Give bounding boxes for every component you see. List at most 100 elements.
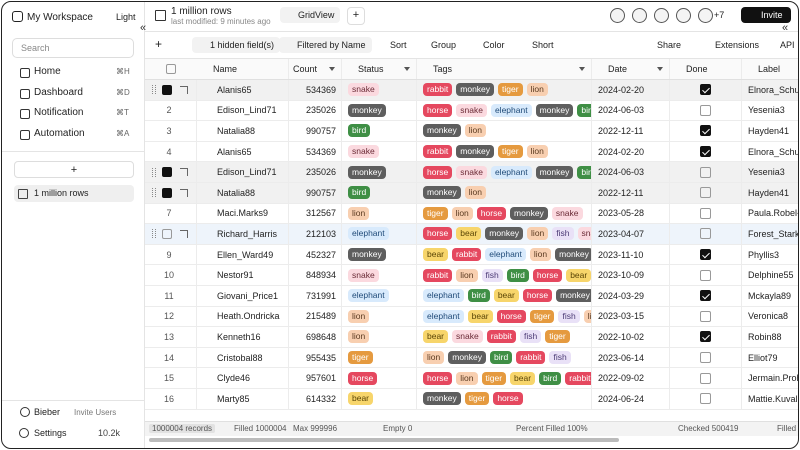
table-row[interactable]: Edison_Lind71 235026 monkey horse snake eleph… <box>145 162 798 183</box>
row-header: 9 <box>145 244 197 265</box>
table-row[interactable]: 2 Edison_Lind71 235026 monkey horse snake elep… <box>145 100 798 122</box>
done-checkbox[interactable] <box>700 187 711 199</box>
invite-users[interactable]: Invite Users <box>74 408 117 417</box>
table-row[interactable]: 15 Clyde46 957601 horse horse lion tiger bear bi… <box>145 368 798 389</box>
toolbar-button[interactable]: Extensions <box>715 40 760 50</box>
done-checkbox[interactable] <box>700 310 711 322</box>
done-checkbox[interactable] <box>700 372 711 384</box>
done-checkbox[interactable] <box>700 249 711 261</box>
done-checkbox[interactable] <box>700 104 711 116</box>
nav-label[interactable]: Notification <box>34 107 84 118</box>
status-cell: snake <box>342 141 417 162</box>
toolbar-button[interactable]: 1 hidden field(s) <box>192 37 281 53</box>
column-header-label: Done <box>686 64 708 74</box>
toolbar-button[interactable]: Color <box>483 40 505 50</box>
table-row[interactable]: 4 Alanis65 534369 snake rabbit monkey tiger lio… <box>145 141 798 163</box>
table-item[interactable]: 1 million rows <box>14 185 134 202</box>
table-row[interactable]: 12 Heath.Ondricka 215489 lion elephant bear ho… <box>145 306 798 328</box>
column-header[interactable]: Done <box>670 59 742 79</box>
toolbar-add[interactable]: + <box>155 37 163 51</box>
done-checkbox[interactable] <box>700 331 711 343</box>
done-checkbox[interactable] <box>700 84 711 96</box>
table-row[interactable]: 10 Nestor91 848934 snake rabbit lion fish bird h… <box>145 265 798 286</box>
label: Forest_Stark <box>748 228 798 239</box>
table-row[interactable]: 16 Marty85 614332 bear monkey tiger horse 2024-… <box>145 389 798 410</box>
row-checkbox[interactable] <box>162 84 172 95</box>
done-cell <box>670 183 742 203</box>
drag-handle[interactable] <box>152 85 156 95</box>
toolbar-button[interactable]: Filtered by Name <box>279 37 372 53</box>
table-row[interactable]: 13 Kenneth16 698648 lion bear snake rabbit fish… <box>145 327 798 348</box>
invite-button[interactable]: Invite <box>741 7 791 23</box>
done-checkbox[interactable] <box>700 352 711 364</box>
done-checkbox[interactable] <box>700 228 711 240</box>
settings[interactable]: Settings <box>34 428 67 438</box>
done-checkbox[interactable] <box>700 290 711 302</box>
nav-label[interactable]: Automation <box>34 127 85 139</box>
column-header[interactable]: Status <box>342 59 417 79</box>
workspace-name[interactable]: My Workspace <box>27 12 93 23</box>
date-cell: 2023-04-07 <box>592 224 670 244</box>
expand-row[interactable] <box>180 229 188 238</box>
expand-row[interactable] <box>180 168 188 177</box>
column-header[interactable]: Label <box>742 59 798 79</box>
column-header[interactable]: Tags <box>417 59 592 79</box>
table-row[interactable]: 7 Maci.Marks9 312567 lion tiger lion horse monk… <box>145 203 798 225</box>
toolbar-button[interactable]: API <box>780 40 795 50</box>
done-checkbox[interactable] <box>700 207 711 219</box>
add-table[interactable]: + <box>14 161 134 178</box>
nav-label[interactable]: Home <box>34 66 61 77</box>
nav-label[interactable]: Dashboard <box>34 86 83 98</box>
toolbar-button[interactable]: Sort <box>390 40 407 50</box>
column-header[interactable]: Name <box>197 59 289 79</box>
drag-handle[interactable] <box>152 188 156 198</box>
tag: snake <box>577 227 591 241</box>
done-checkbox[interactable] <box>700 393 711 405</box>
label-cell: Hayden41 <box>742 183 798 203</box>
row-checkbox[interactable] <box>162 167 172 178</box>
table-row[interactable]: 11 Giovani_Price1 731991 elephant elephant bi… <box>145 286 798 307</box>
drag-handle[interactable] <box>152 229 156 239</box>
tag: lion <box>583 309 591 323</box>
user-name[interactable]: Bieber <box>34 407 61 417</box>
collapse-sidebar[interactable]: « <box>140 22 147 34</box>
table-row[interactable]: 9 Ellen_Ward49 452327 monkey bear rabbit eleph… <box>145 244 798 266</box>
toolbar-button[interactable]: Short <box>532 40 554 50</box>
search-box[interactable]: Search <box>12 38 134 58</box>
done-checkbox[interactable] <box>700 146 711 158</box>
add-view[interactable]: + <box>347 7 365 25</box>
collapse-panel[interactable]: « <box>782 22 789 34</box>
tag: bird <box>348 186 371 200</box>
column-header[interactable]: Date <box>592 59 670 79</box>
date-cell: 2023-03-15 <box>592 306 670 327</box>
done-checkbox[interactable] <box>700 269 711 281</box>
expand-row[interactable] <box>180 85 188 94</box>
view-tab[interactable]: GridView <box>280 7 341 23</box>
done-checkbox[interactable] <box>700 166 711 178</box>
column-header[interactable]: Count <box>289 59 342 79</box>
done-cell <box>670 347 742 368</box>
table-row[interactable]: Richard_Harris 212103 elephant horse bear mon… <box>145 224 798 245</box>
label-cell: Mattie.Kuval <box>742 389 798 409</box>
column-header-label: Label <box>758 64 781 74</box>
toolbar-button[interactable]: Share <box>657 40 682 50</box>
done-cell <box>670 265 742 285</box>
toolbar-button[interactable]: Group <box>431 40 457 50</box>
expand-row[interactable] <box>180 188 188 197</box>
date-cell: 2023-11-10 <box>592 244 670 265</box>
row-checkbox[interactable] <box>162 187 172 198</box>
done-checkbox[interactable] <box>700 125 711 137</box>
table-row[interactable]: 3 Natalia88 990757 bird monkey lion 2022-12-11… <box>145 121 798 142</box>
scrollbar[interactable] <box>149 438 619 442</box>
table-row[interactable]: 14 Cristobal88 955435 tiger lion monkey bird ra… <box>145 347 798 369</box>
tags-cell: bear rabbit elephant lion monkey <box>417 244 592 265</box>
nav-shortcut: ⌘H <box>116 67 130 76</box>
row-checkbox[interactable] <box>162 228 172 239</box>
table-row[interactable]: Alanis65 534369 snake rabbit monkey tiger lion… <box>145 80 798 101</box>
tags-cell: rabbit monkey tiger lion <box>417 141 592 162</box>
theme-toggle[interactable]: Light <box>116 12 136 22</box>
table-row[interactable]: Natalia88 990757 bird monkey lion 2022-12-11 H… <box>145 183 798 204</box>
tag: rabbit <box>565 371 591 385</box>
drag-handle[interactable] <box>152 167 156 177</box>
done-cell <box>670 203 742 224</box>
